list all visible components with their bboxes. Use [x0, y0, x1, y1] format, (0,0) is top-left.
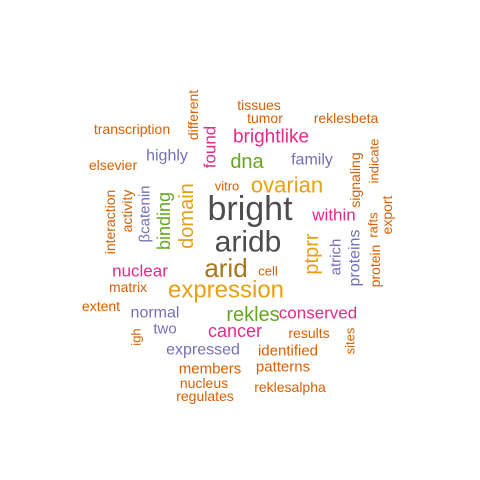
word-highly: highly — [146, 148, 188, 165]
word-nuclear: nuclear — [112, 262, 168, 281]
word--catenin: βcatenin — [137, 186, 154, 243]
word-dna: dna — [230, 151, 264, 173]
word-protein: protein — [367, 245, 383, 288]
word-rekles: rekles — [226, 304, 279, 326]
word-found: found — [201, 126, 220, 169]
word-within: within — [311, 206, 355, 225]
word-conserved: conserved — [279, 304, 357, 323]
word-different: different — [185, 90, 201, 140]
word-activity: activity — [119, 190, 135, 233]
word-cancer: cancer — [208, 321, 262, 341]
word-vitro: vitro — [215, 179, 240, 194]
word-tissues: tissues — [237, 97, 281, 113]
word-arid: arid — [204, 253, 247, 283]
word-reklesalpha: reklesalpha — [254, 379, 326, 395]
word-members: members — [179, 361, 242, 378]
word-bright: bright — [207, 190, 293, 228]
word-signaling: signaling — [347, 152, 363, 207]
word-brightlike: brightlike — [233, 127, 309, 148]
word-transcription: transcription — [94, 121, 170, 137]
word-family: family — [291, 152, 333, 169]
word-domain: domain — [176, 183, 198, 249]
word-reklesbeta: reklesbeta — [314, 110, 379, 126]
word-rafts: rafts — [366, 212, 381, 238]
word-results: results — [288, 325, 329, 341]
word-matrix: matrix — [109, 279, 147, 295]
word-ovarian: ovarian — [251, 173, 323, 198]
word-binding: binding — [154, 192, 174, 250]
word-interaction: interaction — [102, 190, 118, 255]
word-ptprr: ptprr — [301, 233, 323, 274]
word-elsevier: elsevier — [89, 157, 138, 173]
word-proteins: proteins — [347, 230, 364, 287]
word-regulates: regulates — [176, 388, 234, 404]
word-sites: sites — [343, 327, 358, 354]
word-normal: normal — [131, 305, 180, 322]
word-nucleus: nucleus — [180, 375, 228, 391]
word-indicate: indicate — [367, 139, 382, 184]
word-export: export — [379, 195, 395, 234]
word-patterns: patterns — [256, 359, 310, 376]
word-identified: identified — [258, 343, 318, 360]
word-aridb: aridb — [215, 226, 282, 259]
word-extent: extent — [82, 298, 120, 314]
word-atrich: atrich — [328, 239, 345, 276]
word-igh: igh — [129, 328, 144, 345]
word-cell: cell — [258, 264, 278, 279]
word-two: two — [153, 321, 176, 338]
word-expressed: expressed — [166, 342, 240, 359]
word-expression: expression — [168, 277, 284, 304]
word-tumor: tumor — [247, 110, 283, 126]
